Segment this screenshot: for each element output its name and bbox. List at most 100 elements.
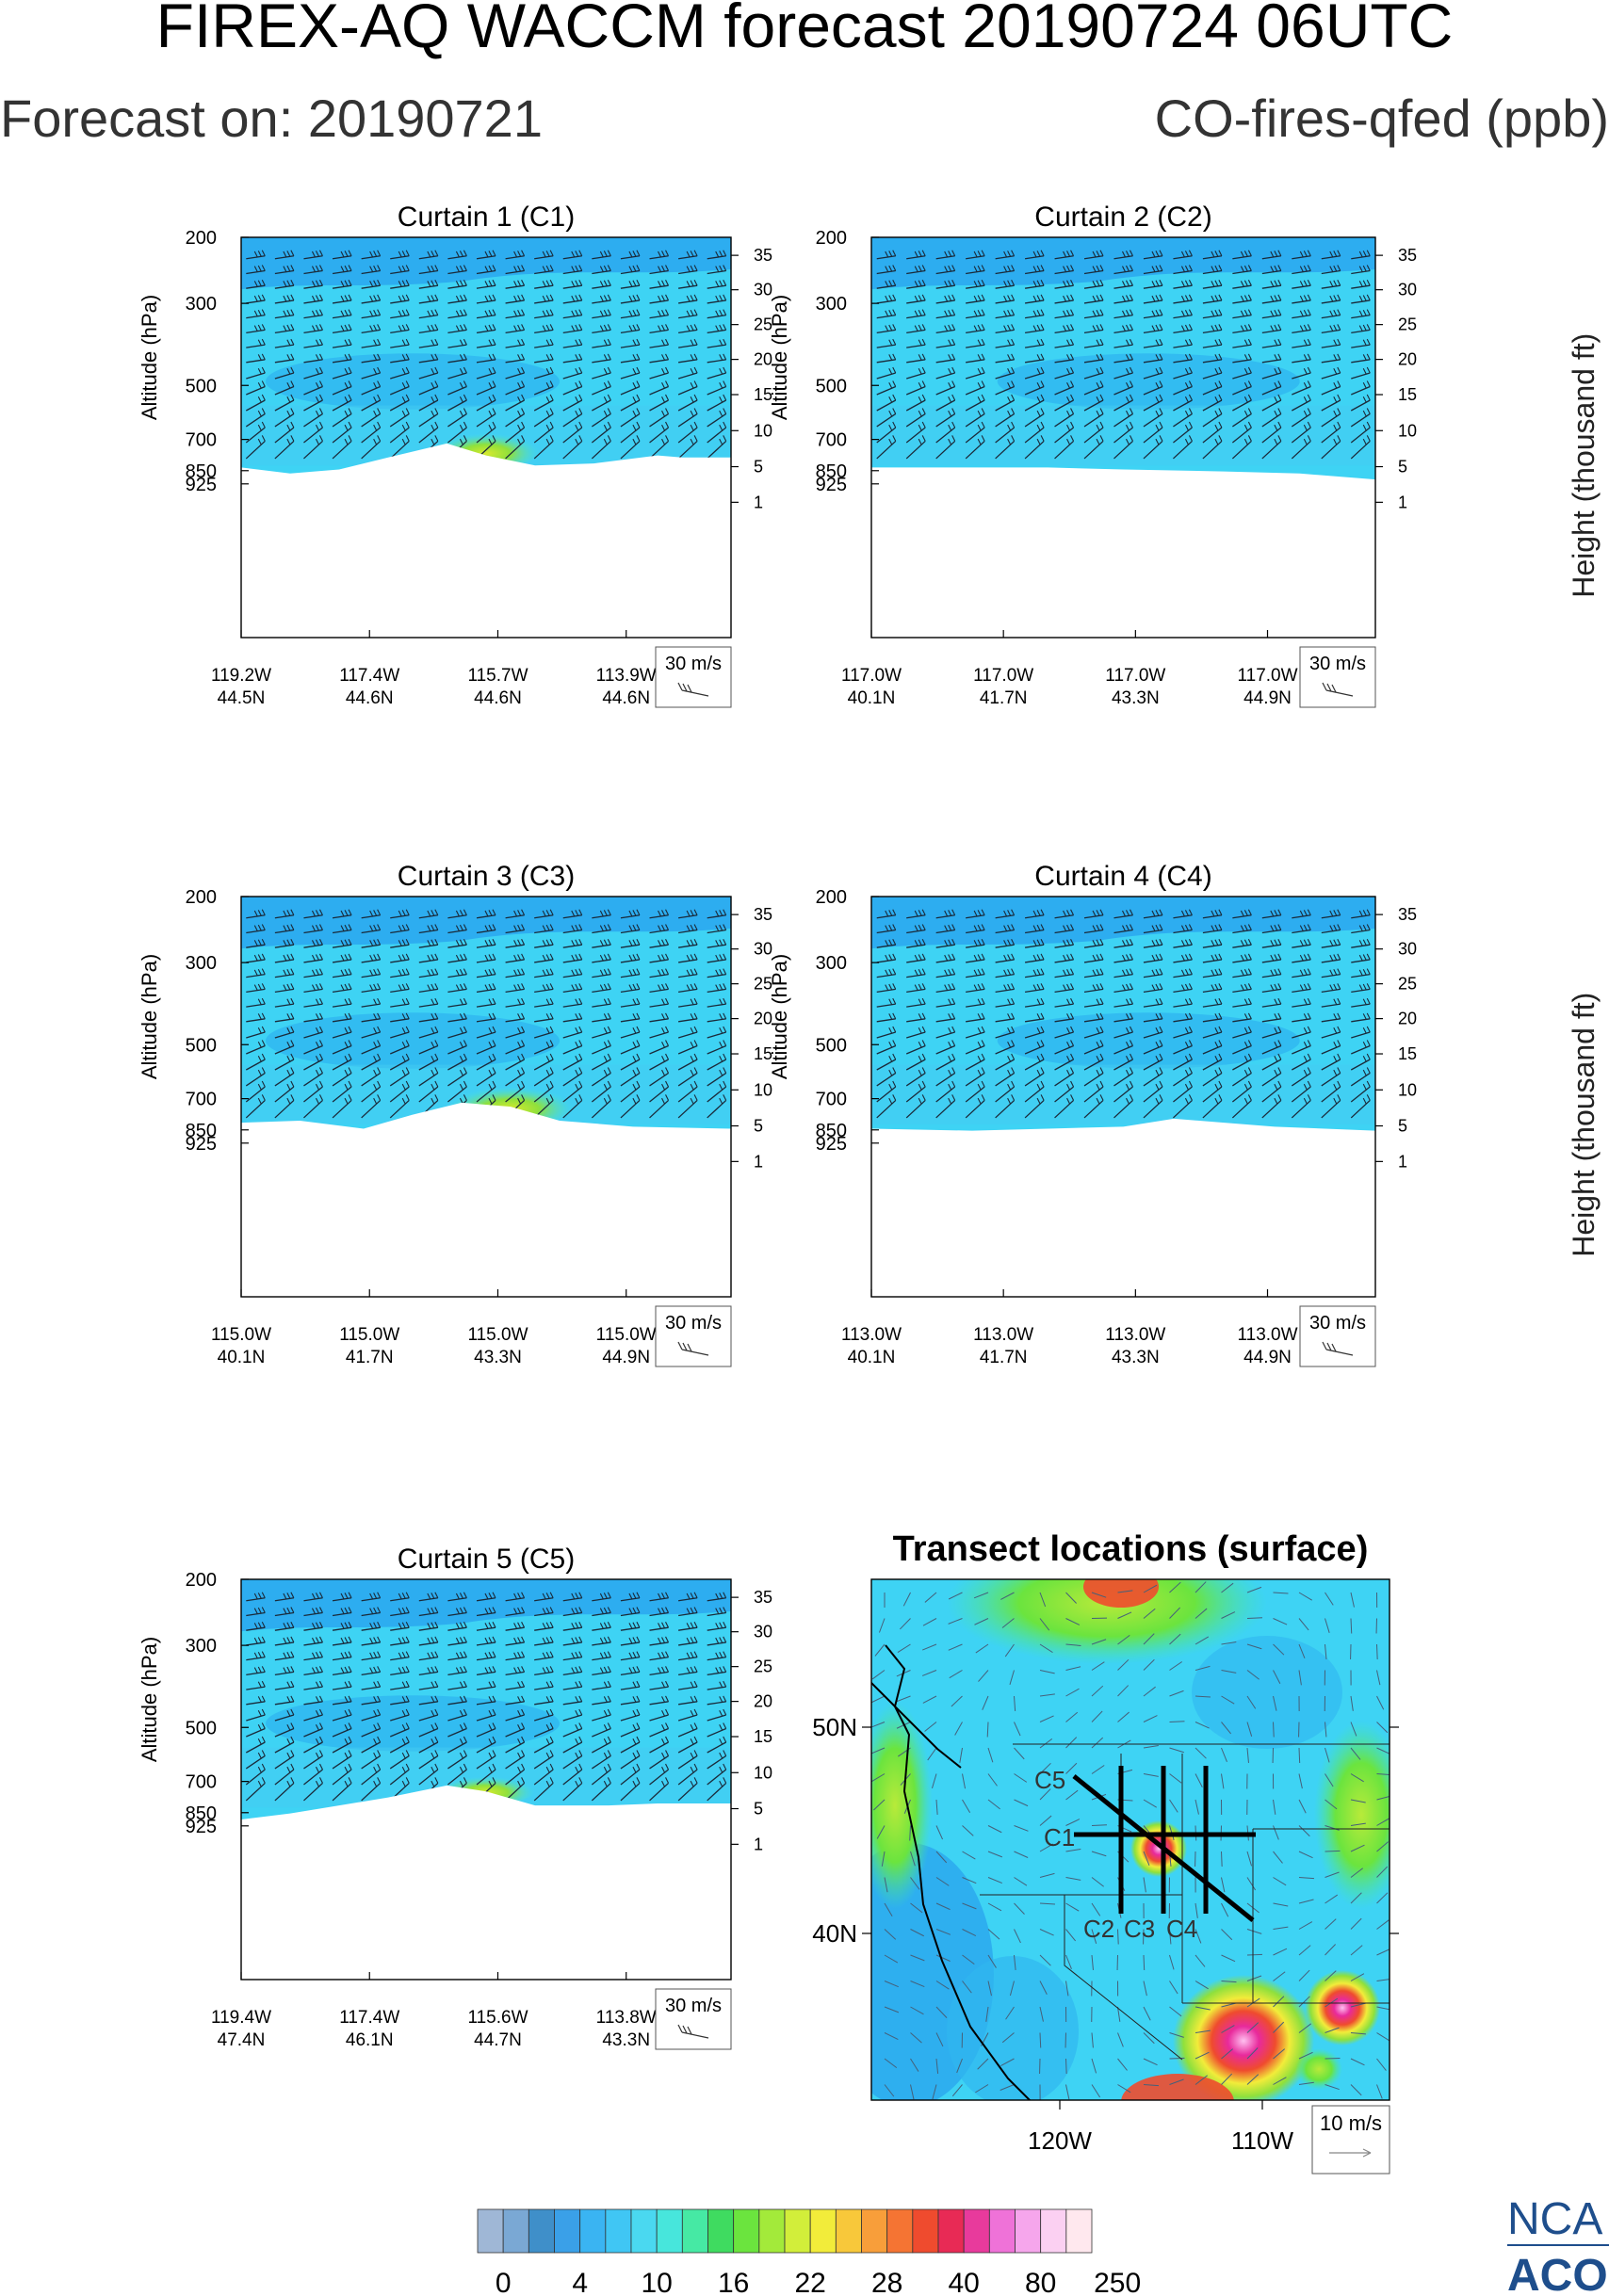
wind-barb-feather bbox=[427, 266, 431, 272]
wind-barb-feather bbox=[401, 1607, 406, 1614]
wind-barb bbox=[649, 1741, 669, 1754]
wind-barb bbox=[649, 344, 669, 348]
wind-barb bbox=[1024, 344, 1045, 348]
wind-barb-feather bbox=[427, 925, 431, 931]
wind-barb-feather bbox=[286, 1622, 291, 1629]
wind-barb-feather bbox=[578, 1053, 583, 1060]
wind-barb-feather bbox=[632, 969, 637, 976]
wind-barb-feather bbox=[575, 1041, 579, 1048]
wind-barb-feather bbox=[549, 997, 554, 1005]
wind-barb bbox=[677, 1031, 698, 1039]
wind-barb-feather bbox=[1307, 938, 1311, 946]
wind-barb-feather bbox=[318, 1040, 323, 1046]
wind-barb-feather bbox=[377, 968, 382, 975]
wind-barb-feather bbox=[665, 1695, 670, 1703]
wind-barb bbox=[620, 412, 641, 428]
wind-barb-feather bbox=[1303, 969, 1308, 976]
wind-barb-feather bbox=[1032, 984, 1037, 991]
wind-barb-feather bbox=[455, 1652, 460, 1659]
wind-barb bbox=[1172, 440, 1193, 460]
wind-barb-feather bbox=[921, 394, 926, 401]
wind-barb bbox=[965, 1031, 985, 1039]
wind-barb-feather bbox=[693, 1777, 698, 1784]
wind-barb-feather bbox=[1277, 421, 1282, 428]
wind-barb bbox=[935, 399, 955, 412]
wind-barb-feather bbox=[632, 310, 637, 316]
wind-barb-feather bbox=[578, 997, 583, 1005]
wind-barb bbox=[876, 299, 896, 304]
x-tick-lat: 44.6N bbox=[346, 688, 394, 708]
wind-barb-feather bbox=[283, 1667, 287, 1673]
wind-vector bbox=[1000, 2084, 1015, 2091]
wind-barb-feather bbox=[1066, 924, 1071, 931]
wind-barb bbox=[1143, 1031, 1163, 1039]
wind-barb-feather bbox=[521, 1750, 526, 1756]
wind-barb-feather bbox=[463, 294, 467, 301]
wind-barb-feather bbox=[632, 1696, 637, 1703]
wind-barb-feather bbox=[398, 1652, 402, 1659]
wind-barb-feather bbox=[517, 998, 522, 1005]
wind-barb-feather bbox=[290, 1680, 295, 1688]
wind-barb-feather bbox=[1333, 438, 1338, 445]
wind-vector bbox=[1117, 1685, 1130, 1697]
wind-barb-feather bbox=[658, 1637, 662, 1644]
wind-barb-feather bbox=[1277, 953, 1282, 961]
wind-barb-feather bbox=[488, 1766, 493, 1773]
wind-barb bbox=[1261, 372, 1282, 380]
wind-barb-feather bbox=[517, 1097, 522, 1105]
wind-barb-feather bbox=[578, 1636, 583, 1643]
wind-barb-feather bbox=[693, 435, 698, 442]
wind-barb-feather bbox=[463, 1080, 467, 1088]
wind-barb-feather bbox=[253, 266, 258, 272]
wind-barb-feather bbox=[261, 1666, 266, 1673]
wind-barb-feather bbox=[1247, 366, 1252, 374]
wind-barb-feather bbox=[549, 1621, 554, 1628]
wind-barb-feather bbox=[1307, 294, 1311, 301]
wind-barb-feather bbox=[1274, 983, 1278, 991]
wind-barb bbox=[476, 427, 496, 444]
wind-barb-feather bbox=[948, 1013, 952, 1020]
wind-barb-feather bbox=[1159, 380, 1163, 387]
wind-barb-feather bbox=[1211, 954, 1215, 962]
wind-barb bbox=[389, 1727, 410, 1738]
wind-barb-feather bbox=[603, 1766, 608, 1773]
wind-barb-feather bbox=[405, 394, 410, 401]
wind-barb-feather bbox=[723, 1053, 727, 1060]
height-tick-label: 25 bbox=[1398, 975, 1417, 994]
wind-barb bbox=[707, 1099, 727, 1119]
wind-barb-feather bbox=[1007, 1083, 1012, 1091]
wind-barb bbox=[1113, 359, 1133, 364]
wind-barb-feather bbox=[1099, 421, 1104, 428]
wind-barb bbox=[274, 329, 294, 334]
wind-barb-feather bbox=[1096, 1027, 1100, 1034]
wind-barb-feather bbox=[348, 366, 352, 374]
wind-barb-feather bbox=[1358, 266, 1363, 272]
wind-vector bbox=[884, 2006, 900, 2013]
wind-barb-feather bbox=[434, 408, 439, 414]
wind-barb bbox=[966, 255, 985, 260]
wind-vector bbox=[910, 2006, 924, 2015]
wind-barb-feather bbox=[1066, 310, 1071, 316]
wind-barb-feather bbox=[401, 939, 406, 946]
wind-barb-feather bbox=[575, 1097, 579, 1105]
wind-barb-feather bbox=[348, 408, 352, 414]
wind-barb bbox=[620, 1741, 641, 1754]
wind-barb-feather bbox=[283, 325, 287, 331]
wind-barb-feather bbox=[977, 1083, 982, 1091]
height-tick-label: 10 bbox=[1398, 421, 1417, 440]
height-tick-label: 15 bbox=[1398, 385, 1417, 404]
wind-barb-feather bbox=[885, 984, 889, 991]
wind-barb bbox=[592, 1741, 611, 1754]
wind-vector bbox=[884, 1954, 899, 1964]
wind-vector bbox=[1350, 1917, 1362, 1930]
wind-barb-feather bbox=[636, 924, 641, 930]
wind-barb-feather bbox=[665, 279, 670, 286]
wind-barb bbox=[447, 412, 467, 428]
wind-barb bbox=[533, 1044, 554, 1055]
wind-barb-feather bbox=[1184, 1083, 1189, 1091]
wind-vector bbox=[1298, 1618, 1309, 1631]
wind-barb bbox=[1351, 284, 1371, 289]
wind-barb-feather bbox=[545, 1622, 550, 1629]
wind-vector bbox=[1221, 1611, 1236, 1619]
wind-barb-feather bbox=[1188, 435, 1193, 442]
